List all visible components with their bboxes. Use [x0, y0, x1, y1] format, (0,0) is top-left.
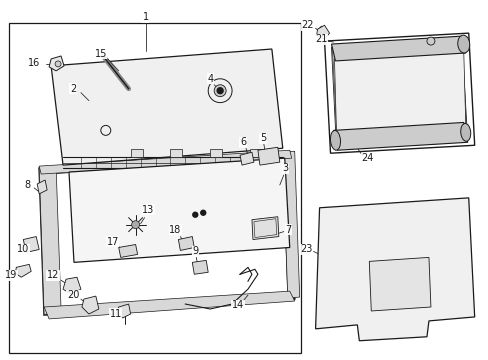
Polygon shape [23, 237, 39, 252]
Polygon shape [332, 40, 466, 147]
Circle shape [214, 85, 225, 96]
Circle shape [201, 210, 205, 215]
Polygon shape [334, 51, 465, 132]
Text: 8: 8 [24, 180, 30, 190]
Text: 13: 13 [142, 205, 154, 215]
Text: 15: 15 [95, 49, 107, 59]
Ellipse shape [457, 35, 469, 53]
Text: 21: 21 [315, 34, 327, 44]
Polygon shape [282, 151, 299, 298]
Text: 2: 2 [70, 84, 76, 94]
Text: 12: 12 [47, 270, 59, 280]
Text: 1: 1 [142, 12, 148, 22]
Polygon shape [69, 158, 289, 262]
Polygon shape [49, 56, 64, 71]
Text: 5: 5 [259, 133, 265, 143]
Polygon shape [178, 237, 194, 251]
Text: 18: 18 [169, 225, 181, 235]
Polygon shape [51, 49, 282, 165]
Circle shape [131, 221, 139, 229]
Text: 14: 14 [231, 300, 244, 310]
Polygon shape [39, 150, 291, 174]
Polygon shape [210, 149, 222, 157]
Polygon shape [130, 149, 142, 157]
Polygon shape [368, 257, 430, 311]
Text: 17: 17 [106, 237, 119, 247]
Text: 19: 19 [5, 270, 18, 280]
Polygon shape [37, 180, 47, 194]
Polygon shape [82, 296, 99, 314]
Polygon shape [170, 149, 182, 157]
Text: 24: 24 [360, 153, 373, 163]
Polygon shape [251, 217, 278, 239]
Polygon shape [257, 147, 279, 165]
Circle shape [217, 88, 223, 94]
Text: 6: 6 [240, 137, 245, 147]
Text: 4: 4 [207, 74, 213, 84]
Text: 9: 9 [192, 247, 198, 256]
Text: 23: 23 [300, 244, 312, 255]
Polygon shape [119, 244, 137, 257]
Text: 3: 3 [282, 163, 288, 173]
Polygon shape [15, 264, 31, 277]
Circle shape [55, 61, 61, 67]
Polygon shape [240, 152, 253, 165]
Polygon shape [192, 260, 208, 274]
Polygon shape [63, 277, 81, 294]
Text: 16: 16 [28, 58, 40, 68]
Circle shape [426, 37, 434, 45]
Polygon shape [249, 149, 262, 157]
Polygon shape [316, 25, 329, 39]
Polygon shape [117, 304, 130, 318]
Bar [9, 23, 300, 353]
Text: 7: 7 [285, 225, 291, 235]
Polygon shape [44, 291, 294, 319]
Circle shape [192, 212, 197, 217]
Polygon shape [315, 198, 474, 341]
Polygon shape [333, 122, 467, 150]
Text: 20: 20 [67, 290, 79, 300]
Ellipse shape [460, 123, 470, 141]
Polygon shape [39, 166, 61, 315]
Text: 11: 11 [109, 309, 122, 319]
Text: 22: 22 [301, 20, 313, 30]
Text: 10: 10 [17, 244, 29, 255]
Ellipse shape [330, 130, 340, 150]
Polygon shape [331, 36, 465, 61]
